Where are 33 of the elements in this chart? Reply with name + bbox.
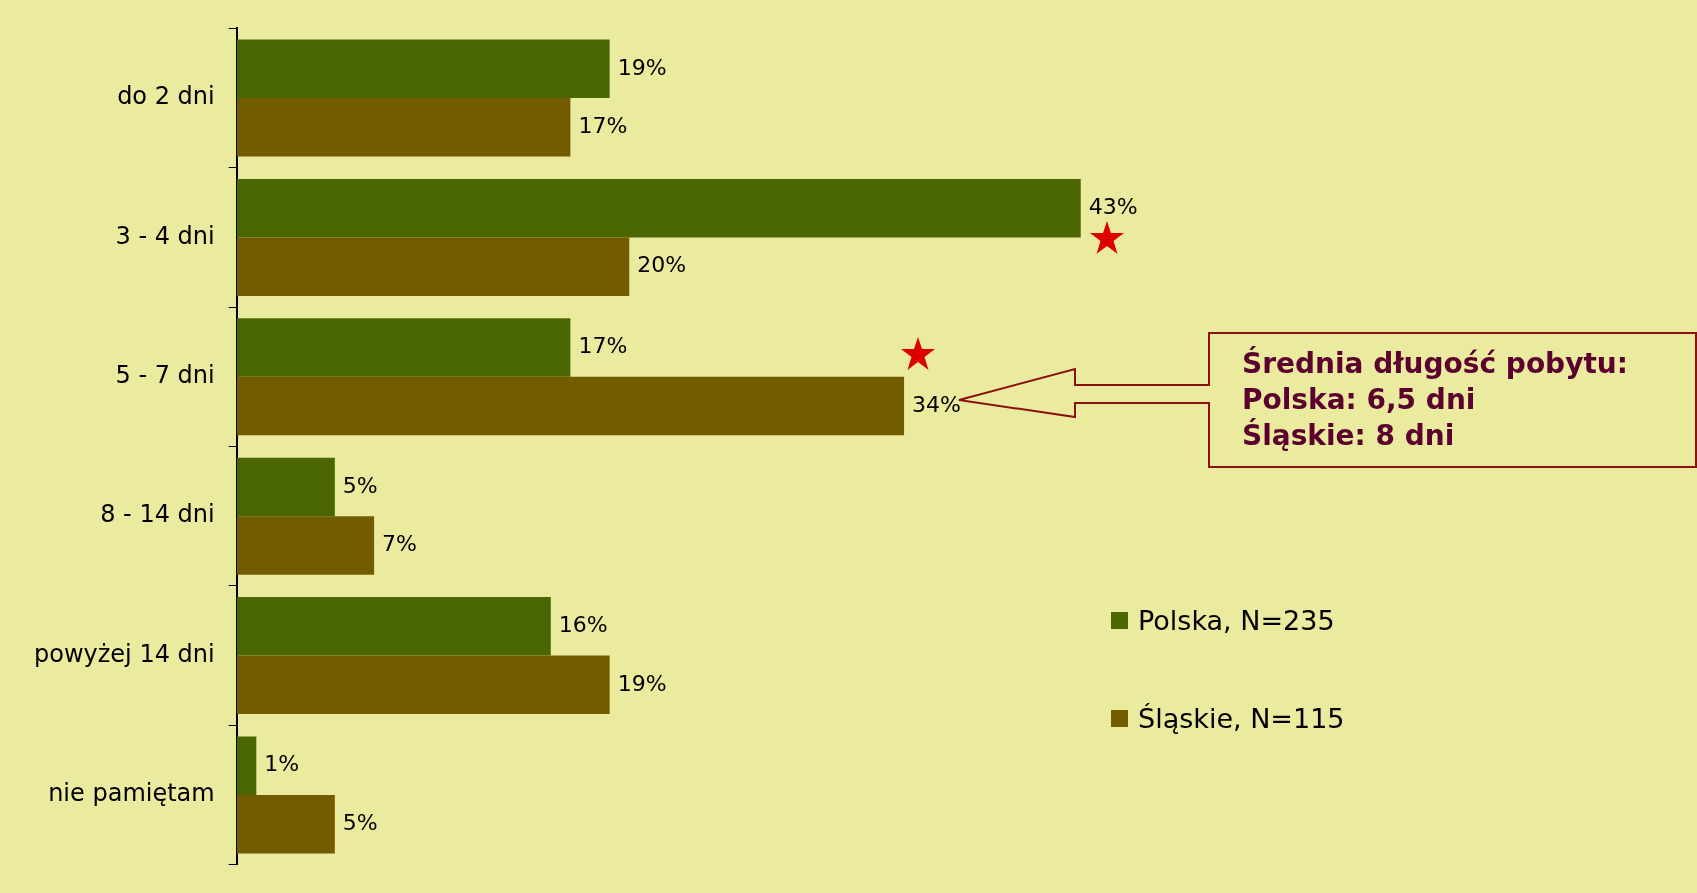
- y-tick-label: 5 - 7 dni: [115, 361, 215, 390]
- y-tick-label: do 2 dni: [117, 82, 215, 111]
- text: Średnia długość pobytu: Polska: 6,5 dni Śląskie: 8 dni: [1242, 346, 1628, 454]
- bar: [236, 318, 571, 377]
- y-tick-label: 3 - 4 dni: [115, 221, 215, 250]
- y-tick-label: 8 - 14 dni: [100, 500, 215, 529]
- bar: [236, 655, 610, 715]
- bar: [236, 178, 1081, 238]
- bar: [236, 98, 571, 157]
- y-tick-label: powyżej 14 dni: [33, 639, 215, 668]
- data-label: 17%: [578, 333, 628, 359]
- bar: [236, 736, 257, 795]
- bar: [236, 237, 630, 296]
- data-label: 19%: [617, 54, 667, 80]
- data-label: 43%: [1088, 193, 1138, 219]
- bar: [236, 457, 335, 517]
- data-label: 16%: [558, 612, 608, 637]
- data-label: 5%: [342, 809, 378, 835]
- bar: [236, 39, 610, 99]
- data-label: 7%: [382, 531, 417, 557]
- bar: [236, 794, 335, 854]
- data-label: 20%: [637, 252, 687, 278]
- legend-label: Śląskie, N=115: [1138, 702, 1345, 734]
- bar: [236, 516, 375, 575]
- data-label: 1%: [264, 751, 300, 777]
- legend-label: Polska, N=235: [1138, 604, 1335, 636]
- bar: [236, 597, 551, 656]
- data-label: 5%: [342, 472, 378, 498]
- data-label: 19%: [617, 670, 667, 696]
- y-tick-label: nie pamiętam: [48, 779, 215, 808]
- data-label: 17%: [578, 113, 628, 139]
- data-label: 34%: [912, 391, 961, 417]
- bar: [236, 376, 905, 436]
